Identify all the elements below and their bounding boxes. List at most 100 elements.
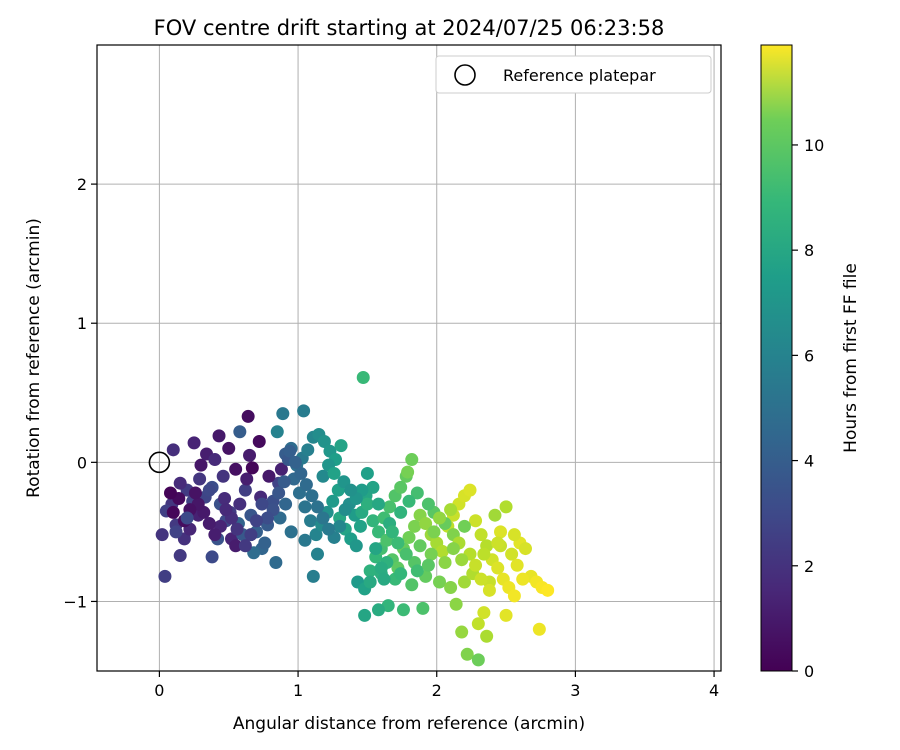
data-point: [212, 429, 226, 443]
data-point: [187, 436, 201, 450]
data-point: [188, 486, 202, 500]
data-point: [276, 407, 290, 421]
data-point: [444, 503, 458, 517]
data-point: [169, 525, 183, 539]
data-point: [244, 528, 258, 542]
data-point: [205, 550, 219, 564]
data-point: [366, 480, 380, 494]
data-point: [433, 511, 447, 525]
data-point: [488, 508, 502, 522]
data-point: [507, 589, 521, 603]
data-point: [518, 542, 532, 556]
data-point: [219, 503, 233, 517]
data-point: [385, 525, 399, 539]
data-point: [344, 483, 358, 497]
x-axis-label: Angular distance from reference (arcmin): [233, 714, 585, 734]
data-point: [326, 494, 340, 508]
data-point: [421, 497, 435, 511]
x-tick-label: 0: [154, 681, 164, 700]
data-point: [279, 497, 293, 511]
data-point: [274, 462, 288, 476]
colorbar: 0 2 4 6 8 10 Hours from first FF file: [760, 44, 861, 681]
data-point: [510, 558, 524, 572]
data-point: [230, 522, 244, 536]
data-point: [449, 597, 463, 611]
x-axis-ticks: 0 1 2 3 4: [154, 671, 719, 700]
data-point: [238, 483, 252, 497]
x-tick-label: 1: [293, 681, 303, 700]
data-point: [233, 425, 247, 439]
data-point: [310, 547, 324, 561]
data-point: [304, 514, 318, 528]
data-point: [427, 525, 441, 539]
data-point: [433, 575, 447, 589]
x-tick-label: 2: [432, 681, 442, 700]
data-point: [381, 599, 395, 613]
data-point: [446, 542, 460, 556]
legend: Reference platepar: [435, 55, 712, 94]
data-point: [474, 528, 488, 542]
legend-box: [435, 55, 712, 94]
data-point: [402, 530, 416, 544]
data-point: [270, 425, 284, 439]
data-point: [444, 581, 458, 595]
data-point: [469, 514, 483, 528]
data-point: [297, 404, 311, 418]
colorbar-tick-label: 0: [804, 662, 814, 681]
data-point: [416, 601, 430, 615]
grid-lines: [97, 45, 721, 671]
data-point: [366, 514, 380, 528]
reference-point-marker: [148, 451, 171, 474]
data-point: [261, 511, 275, 525]
data-point: [202, 517, 216, 531]
data-point: [208, 453, 222, 467]
y-tick-label: −1: [63, 592, 87, 611]
data-point: [180, 511, 194, 525]
data-point: [356, 370, 370, 384]
data-point: [309, 528, 323, 542]
data-point: [229, 462, 243, 476]
data-point: [455, 553, 469, 567]
legend-entry-reference-platepar: Reference platepar: [503, 66, 656, 85]
data-point: [240, 472, 254, 486]
data-point: [238, 539, 252, 553]
data-point: [438, 555, 452, 569]
data-point: [194, 458, 208, 472]
data-point: [358, 608, 372, 622]
data-point: [166, 505, 180, 519]
data-point: [374, 561, 388, 575]
data-point: [399, 547, 413, 561]
data-point: [229, 539, 243, 553]
data-point: [474, 572, 488, 586]
data-point: [460, 647, 474, 661]
data-point: [269, 555, 283, 569]
data-point: [491, 536, 505, 550]
data-point: [233, 497, 247, 511]
data-point: [294, 466, 308, 480]
data-point: [208, 528, 222, 542]
data-point: [316, 469, 330, 483]
data-point: [457, 575, 471, 589]
data-point: [363, 575, 377, 589]
colorbar-label: Hours from first FF file: [841, 263, 861, 453]
data-point: [322, 522, 336, 536]
data-point: [349, 539, 363, 553]
colorbar-tick-label: 2: [804, 557, 814, 576]
data-point: [396, 603, 410, 617]
x-tick-label: 3: [570, 681, 580, 700]
data-point: [252, 434, 266, 448]
plot-frame: [96, 44, 722, 672]
data-point: [216, 469, 230, 483]
data-point: [516, 572, 530, 586]
data-point: [298, 533, 312, 547]
data-point: [360, 466, 374, 480]
data-point: [477, 547, 491, 561]
colorbar-tick-label: 10: [804, 136, 824, 155]
data-point: [480, 629, 494, 643]
data-point: [469, 558, 483, 572]
data-point: [277, 475, 291, 489]
data-point: [298, 500, 312, 514]
data-point: [391, 536, 405, 550]
x-tick-label: 4: [709, 681, 719, 700]
